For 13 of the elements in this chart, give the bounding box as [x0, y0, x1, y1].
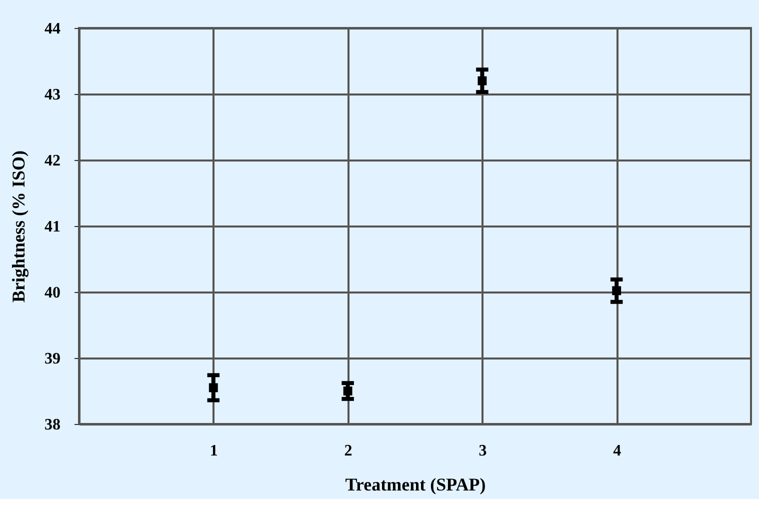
y-tick-label: 38 [44, 416, 60, 434]
y-axis-title: Brightness (% ISO) [8, 150, 28, 303]
x-tick-label: 1 [210, 442, 218, 460]
x-tick-label: 3 [478, 442, 487, 460]
y-tick-label: 42 [44, 152, 60, 170]
y-tick-label: 40 [44, 284, 60, 302]
x-tick-label: 4 [613, 442, 622, 460]
y-tick-label: 44 [44, 20, 60, 38]
x-axis-title: Treatment (SPAP) [345, 474, 486, 494]
y-tick-label: 43 [44, 86, 60, 104]
y-tick-label: 41 [44, 218, 60, 236]
y-tick-label: 39 [44, 350, 60, 368]
x-tick-label: 2 [344, 442, 352, 460]
